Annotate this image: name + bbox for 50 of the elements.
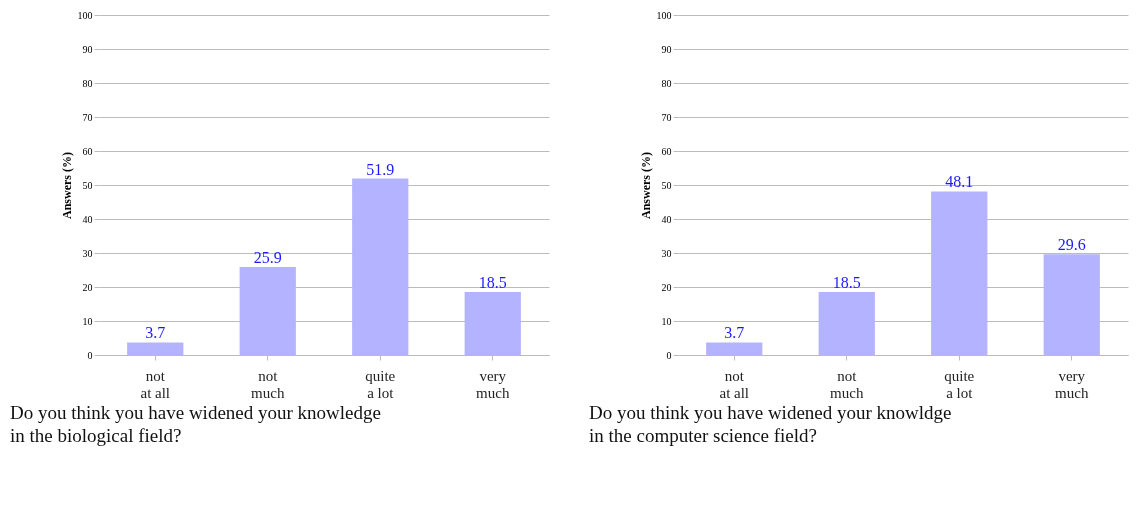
y-tick-label: 100 [77,9,93,21]
data-label: 18.5 [832,274,861,292]
y-tick-label: 20 [661,281,672,293]
text: Do you think you have widened your knowledge in the biological field? [10,402,381,446]
x-tick-label: very much [476,367,510,401]
y-tick-label: 70 [82,111,93,123]
bar [464,292,521,355]
y-axis-title: Answers (%) [638,152,653,219]
bar [1043,254,1100,355]
x-tick-label: very much [1055,367,1089,401]
y-tick-label: 50 [661,179,672,191]
x-tick-label: not at all [719,367,750,401]
x-tick-label: not much [830,367,864,401]
y-tick-label: 70 [661,111,672,123]
data-label: 48.1 [945,173,974,191]
data-label: 25.9 [253,248,282,266]
bar [239,266,296,355]
x-tick-label: not much [251,367,285,401]
bar [931,191,988,355]
y-tick-label: 30 [82,247,93,259]
y-tick-label: 40 [82,213,93,225]
x-tick-label: quite a lot [365,367,396,401]
bar [352,178,409,355]
y-tick-label: 80 [82,77,93,89]
y-tick-label: 90 [82,43,93,55]
y-tick-label: 60 [661,145,672,157]
data-label: 3.7 [724,324,745,342]
y-tick-label: 10 [661,315,672,327]
y-tick-label: 80 [661,77,672,89]
y-tick-label: 20 [82,281,93,293]
data-label: 18.5 [478,274,507,292]
y-tick-label: 60 [82,145,93,157]
y-tick-label: 30 [661,247,672,259]
y-axis-title: Answers (%) [59,152,74,219]
y-tick-label: 50 [82,179,93,191]
bar [818,292,875,355]
data-label: 51.9 [366,160,395,178]
y-tick-label: 100 [656,9,672,21]
text: Do you think you have widened your knowldge in the computer science field? [589,402,952,446]
y-tick-label: 40 [661,213,672,225]
y-tick-label: 0 [666,349,672,361]
bar [706,342,763,355]
y-tick-label: 90 [661,43,672,55]
data-label: 29.6 [1057,236,1086,254]
y-tick-label: 10 [82,315,93,327]
x-tick-label: not at all [140,367,171,401]
x-tick-label: quite a lot [944,367,975,401]
data-label: 3.7 [145,324,166,342]
bar [127,342,184,355]
y-tick-label: 0 [87,349,93,361]
